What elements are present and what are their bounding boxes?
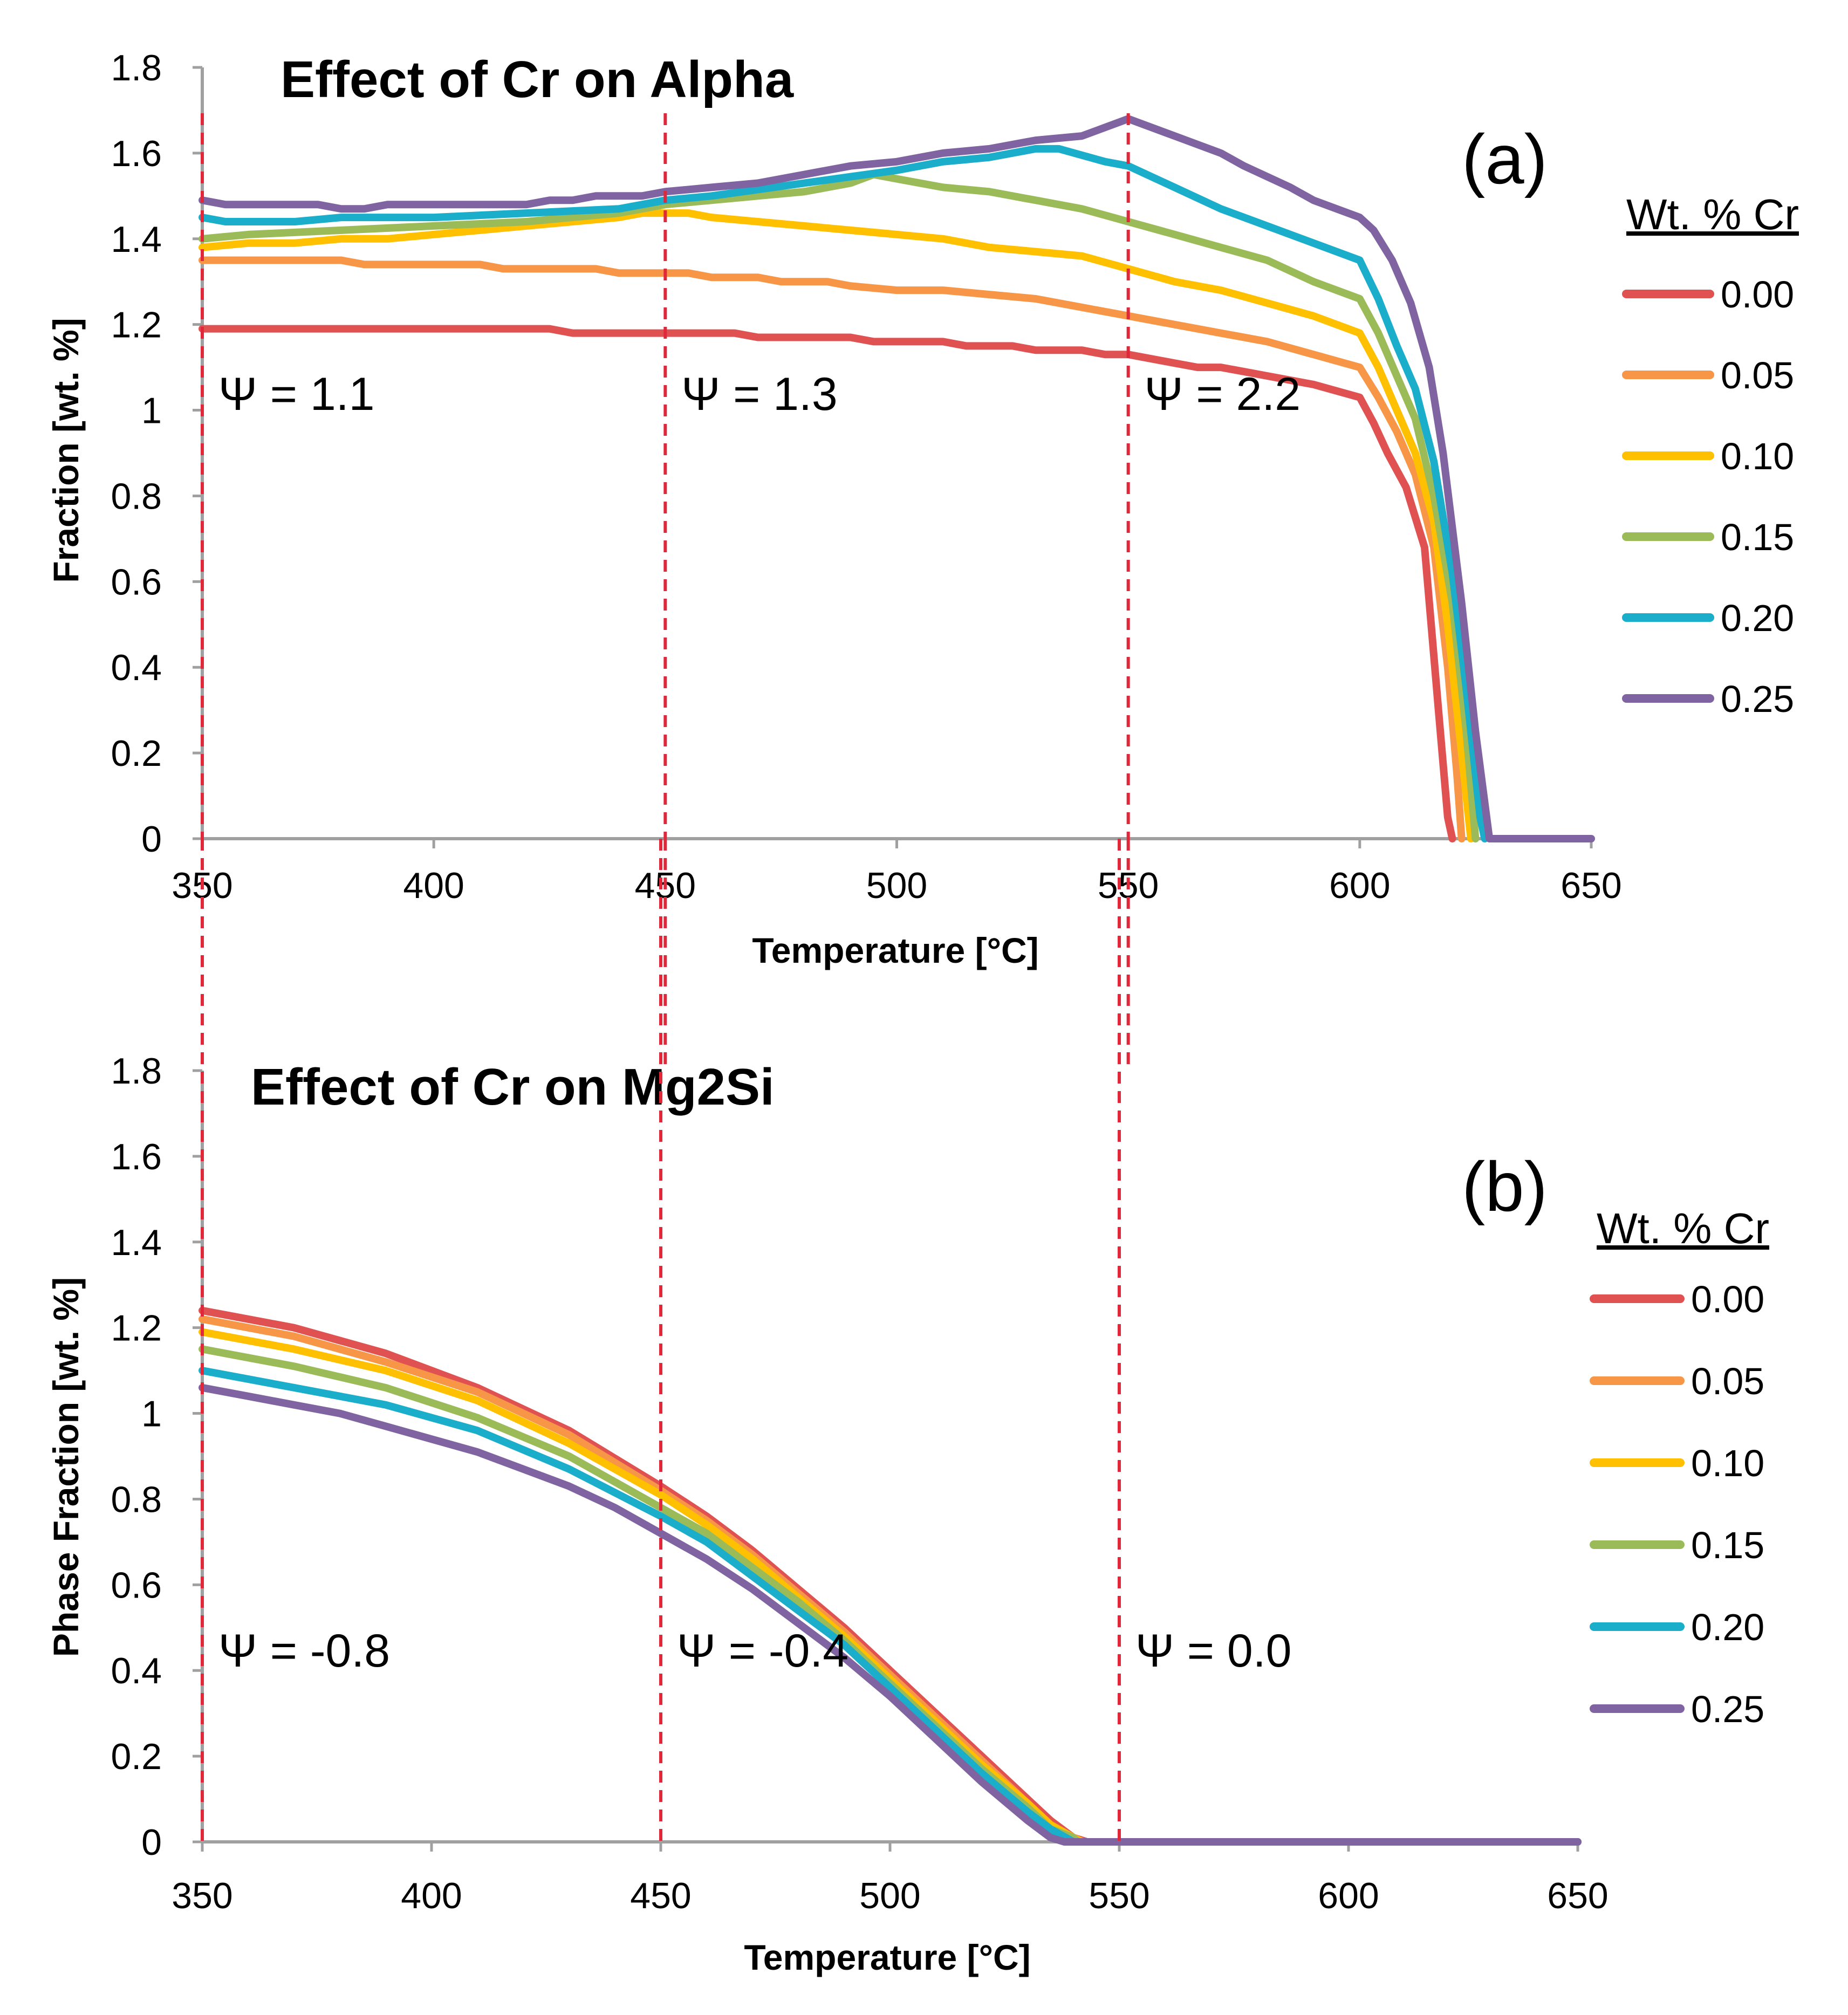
legend-label-a-0-00: 0.00: [1721, 273, 1794, 316]
x-axis-title-b: Temperature [°C]: [744, 1937, 1030, 1977]
legend-label-a-0-15: 0.15: [1721, 516, 1794, 558]
series-line-a-0-00: [199, 325, 1456, 842]
y-axis-title-b: Phase Fraction [wt. %]: [46, 1277, 86, 1657]
x-tick-label-a: 500: [866, 865, 927, 906]
series-line-b-0-20: [199, 1367, 1582, 1846]
legend-label-b-0-05: 0.05: [1691, 1360, 1764, 1402]
y-tick-label-b: 0.4: [111, 1650, 162, 1691]
y-tick-label-b: 0.6: [111, 1565, 162, 1606]
x-tick-label-b: 450: [630, 1875, 691, 1916]
x-tick-label-b: 600: [1318, 1875, 1379, 1916]
y-tick-label-a: 0.8: [111, 476, 162, 517]
legend-label-b-0-15: 0.15: [1691, 1524, 1764, 1566]
legend-label-a-0-20: 0.20: [1721, 597, 1794, 639]
legend-label-a-0-25: 0.25: [1721, 678, 1794, 720]
panel-b: Effect of Cr on Mg2Si (b) Temperature [°…: [46, 1058, 1769, 1977]
series-line-a-0-05: [199, 256, 1466, 842]
series-line-a-0-15: [199, 170, 1480, 842]
y-tick-label-b: 0.8: [111, 1479, 162, 1520]
series-line-b-0-25: [199, 1383, 1582, 1846]
y-tick-label-a: 1.6: [111, 133, 162, 174]
series-line-a-0-20: [199, 145, 1489, 842]
chart-title-b: Effect of Cr on Mg2Si: [251, 1058, 775, 1116]
y-axis-title-a: Fraction [wt. %]: [46, 318, 86, 582]
psi-annotation-b: Ψ = -0.4: [677, 1625, 848, 1677]
y-tick-label-b: 1: [141, 1394, 162, 1435]
y-tick-label-b: 1.2: [111, 1308, 162, 1349]
y-tick-label-b: 0: [141, 1822, 162, 1863]
x-tick-label-b: 350: [172, 1875, 232, 1916]
x-axis-title-a: Temperature [°C]: [752, 930, 1038, 970]
legend-label-a-0-10: 0.10: [1721, 435, 1794, 477]
legend-label-b-0-25: 0.25: [1691, 1688, 1764, 1730]
x-tick-label-b: 500: [859, 1875, 920, 1916]
psi-annotation-a: Ψ = 1.3: [681, 368, 837, 420]
series-line-a-0-25: [199, 115, 1595, 842]
panel-a: Effect of Cr on Alpha (a) Temperature [°…: [46, 51, 1799, 970]
y-tick-label-a: 0.4: [111, 647, 162, 688]
chart-title-a: Effect of Cr on Alpha: [280, 51, 794, 108]
y-tick-label-a: 1.2: [111, 305, 162, 346]
panel-label-b: (b): [1462, 1147, 1548, 1226]
y-tick-label-b: 0.2: [111, 1736, 162, 1777]
legend-label-a-0-05: 0.05: [1721, 354, 1794, 396]
legend-label-b-0-10: 0.10: [1691, 1442, 1764, 1484]
psi-annotation-b: Ψ = 0.0: [1135, 1625, 1291, 1677]
legend-label-b-0-20: 0.20: [1691, 1606, 1764, 1648]
series-line-a-0-10: [199, 209, 1475, 842]
x-tick-label-b: 550: [1089, 1875, 1149, 1916]
x-tick-label-a: 650: [1560, 865, 1621, 906]
x-tick-label-b: 400: [401, 1875, 462, 1916]
y-tick-label-a: 0.2: [111, 733, 162, 774]
y-tick-label-a: 0: [141, 819, 162, 860]
psi-annotation-a: Ψ = 2.2: [1145, 368, 1301, 420]
x-tick-label-a: 400: [403, 865, 464, 906]
x-tick-label-a: 600: [1329, 865, 1390, 906]
x-tick-label-b: 650: [1547, 1875, 1608, 1916]
psi-annotation-a: Ψ = 1.1: [218, 368, 374, 420]
y-tick-label-b: 1.8: [111, 1051, 162, 1092]
y-tick-label-b: 1.4: [111, 1222, 162, 1263]
legend-title-b: Wt. % Cr: [1597, 1204, 1769, 1252]
legend-label-b-0-00: 0.00: [1691, 1278, 1764, 1320]
chart-marks: 0 0.2 0.4 0.6 0.8 1 1.2 1.4 1.6 1.8 350 400 450 500 55…: [111, 47, 1794, 1916]
y-tick-label-a: 1: [141, 390, 162, 431]
y-tick-label-a: 1.8: [111, 47, 162, 88]
panel-label-a: (a): [1462, 120, 1548, 198]
y-tick-label-b: 1.6: [111, 1136, 162, 1177]
y-tick-label-a: 1.4: [111, 219, 162, 260]
psi-annotation-b: Ψ = -0.8: [218, 1625, 390, 1677]
legend-title-a: Wt. % Cr: [1626, 190, 1799, 238]
y-tick-label-a: 0.6: [111, 561, 162, 602]
